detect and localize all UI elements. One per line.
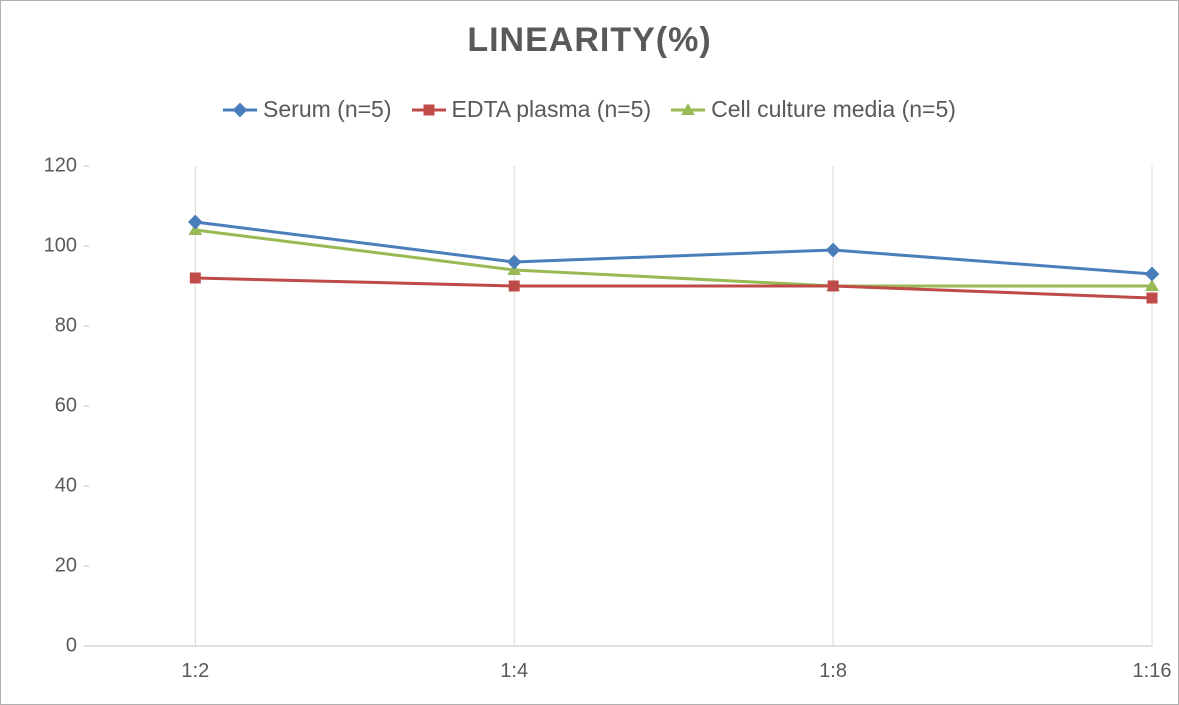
x-axis-label: 1:4 bbox=[500, 660, 528, 683]
data-marker bbox=[826, 243, 841, 258]
data-marker bbox=[1147, 293, 1158, 304]
plot-area bbox=[89, 166, 1152, 646]
y-axis-label: 40 bbox=[17, 475, 77, 498]
data-marker bbox=[188, 215, 203, 230]
chart-title: LINEARITY(%) bbox=[1, 21, 1178, 60]
legend-label: Cell culture media (n=5) bbox=[711, 96, 956, 123]
legend-swatch bbox=[671, 102, 705, 118]
data-marker bbox=[1145, 267, 1160, 282]
y-axis-label: 0 bbox=[17, 635, 77, 658]
linearity-chart: LINEARITY(%) Serum (n=5) EDTA plasma (n=5… bbox=[0, 0, 1179, 705]
data-marker bbox=[507, 255, 522, 270]
x-axis-label: 1:2 bbox=[181, 660, 209, 683]
legend-item: Serum (n=5) bbox=[223, 96, 391, 123]
x-axis-label: 1:8 bbox=[819, 660, 847, 683]
diamond-icon bbox=[232, 102, 248, 118]
legend-label: EDTA plasma (n=5) bbox=[452, 96, 652, 123]
x-axis-label: 1:16 bbox=[1133, 660, 1172, 683]
data-marker bbox=[190, 273, 201, 284]
chart-legend: Serum (n=5) EDTA plasma (n=5) Cell culture… bbox=[1, 96, 1178, 124]
data-marker bbox=[828, 281, 839, 292]
plot-svg bbox=[89, 166, 1152, 646]
y-axis-label: 120 bbox=[17, 155, 77, 178]
square-icon bbox=[421, 102, 437, 118]
legend-swatch bbox=[412, 102, 446, 118]
y-axis-label: 100 bbox=[17, 235, 77, 258]
data-marker bbox=[509, 281, 520, 292]
y-axis-label: 80 bbox=[17, 315, 77, 338]
legend-swatch bbox=[223, 102, 257, 118]
triangle-icon bbox=[680, 102, 696, 118]
legend-label: Serum (n=5) bbox=[263, 96, 391, 123]
y-axis-label: 60 bbox=[17, 395, 77, 418]
legend-item: EDTA plasma (n=5) bbox=[412, 96, 652, 123]
y-axis-label: 20 bbox=[17, 555, 77, 578]
legend-item: Cell culture media (n=5) bbox=[671, 96, 956, 123]
